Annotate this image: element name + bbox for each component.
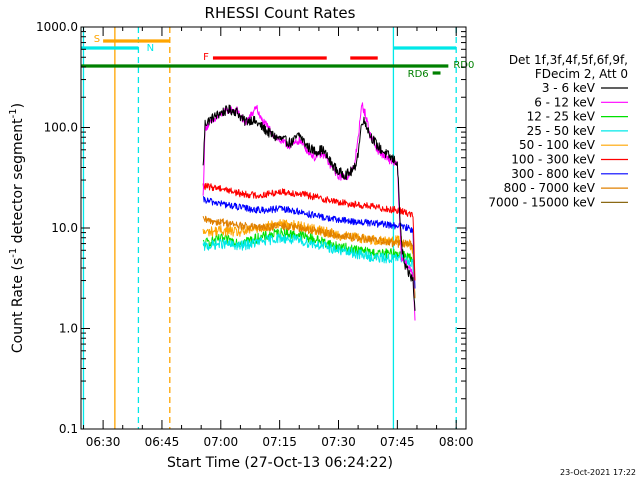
series-line-300-800-keV (202, 196, 416, 289)
y-axis-label-sup1: -1 (8, 248, 19, 258)
series-layer (202, 102, 416, 321)
y-tick-label: 1.0 (59, 322, 78, 336)
state-bar-label: F (203, 52, 209, 63)
series-line-3-6-keV (202, 104, 416, 311)
legend-label: 3 - 6 keV (542, 81, 596, 95)
y-axis-label-sup2: -1 (8, 108, 19, 118)
state-bar-label: N (147, 43, 154, 54)
x-tick-label: 07:30 (321, 435, 356, 449)
legend-label: 25 - 50 keV (527, 124, 596, 138)
x-axis-label: Start Time (27-Oct-13 06:24:22) (167, 455, 393, 471)
y-axis-label-end: ) (10, 103, 26, 108)
series-line-800-7000-keV (202, 215, 416, 299)
legend-header-line-2: FDecim 2, Att 0 (535, 67, 628, 81)
x-tick-label: 07:15 (262, 435, 297, 449)
legend-label: 6 - 12 keV (534, 95, 596, 109)
y-axis-label: Count Rate (s-1 detector segment-1) (8, 103, 26, 353)
x-tick-label: 06:30 (86, 435, 121, 449)
chart-title: RHESSI Count Rates (205, 4, 356, 22)
state-bar-label: RD0 (453, 60, 474, 71)
legend: Det 1f,3f,4f,5f,6f,9f, FDecim 2, Att 0 3… (488, 53, 628, 209)
x-tick-label: 08:00 (439, 435, 474, 449)
series-line-100-300-keV (202, 182, 416, 281)
legend-label: 12 - 25 keV (527, 110, 596, 124)
x-tick-label: 07:00 (204, 435, 239, 449)
state-bar-label: RD6 (408, 69, 429, 80)
x-axis: 06:30 06:45 07:00 07:15 07:30 07:45 08:00 (82, 27, 474, 449)
timestamp: 23-Oct-2021 17:22 (560, 468, 636, 477)
y-axis-label-main: Count Rate (s (10, 258, 26, 353)
y-axis: 1000.0 100.0 10.0 1.0 0.1 (36, 20, 466, 436)
legend-label: 50 - 100 keV (519, 138, 596, 152)
legend-label: 100 - 300 keV (511, 153, 595, 167)
y-tick-label: 100.0 (44, 121, 78, 135)
legend-label: 800 - 7000 keV (504, 181, 596, 195)
legend-label: 7000 - 15000 keV (488, 195, 595, 209)
x-tick-label: 06:45 (145, 435, 180, 449)
legend-header-line-1: Det 1f,3f,4f,5f,6f,9f, (509, 53, 628, 67)
state-bar-label: S (94, 34, 100, 45)
annotation-layer: S N F RD0 RD6 (81, 27, 474, 429)
legend-label: 300 - 800 keV (511, 167, 595, 181)
y-axis-label-mid: detector segment (10, 118, 26, 248)
x-tick-label: 07:45 (380, 435, 415, 449)
y-tick-label: 0.1 (59, 422, 78, 436)
y-tick-label: 10.0 (51, 221, 78, 235)
y-tick-label: 1000.0 (36, 20, 78, 34)
series-line-25-50-keV (202, 233, 416, 299)
